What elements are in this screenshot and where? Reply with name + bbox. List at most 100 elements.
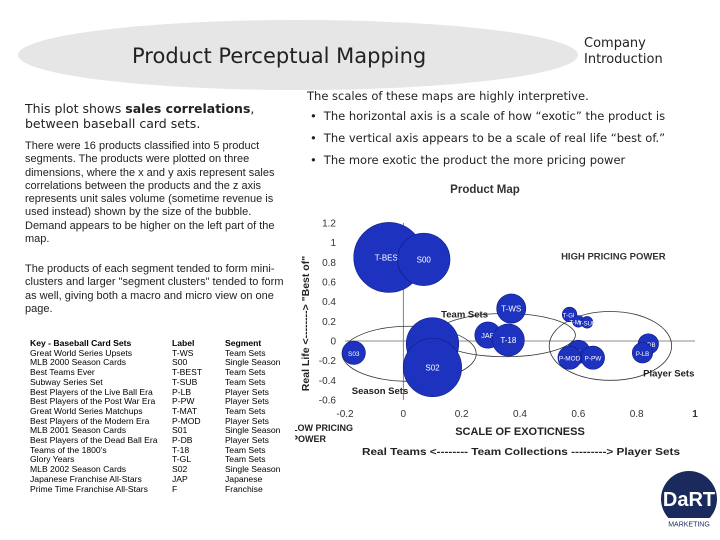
key-cell: Japanese (225, 473, 263, 484)
key-cell: Single Season (225, 464, 281, 475)
bubble-label: T-18 (500, 336, 517, 345)
y-tick-label: 0 (330, 337, 336, 348)
key-cell: Best Players of the Live Ball Era (30, 386, 153, 397)
x-tick-label: 0 (401, 409, 407, 420)
cluster-label-season: Season Sets (352, 386, 409, 397)
key-cell: Franchise (225, 483, 263, 494)
key-cell: MLB 2000 Season Cards (30, 357, 127, 368)
y-tick-label: 0.4 (322, 297, 336, 308)
bubble-label: P-LB (636, 352, 649, 358)
cluster-label-player: Player Sets (643, 368, 694, 379)
key-cell: P-MOD (172, 415, 201, 426)
y-tick-label: 1.2 (322, 219, 336, 230)
bubble-t-18 (491, 323, 525, 357)
x-tick-label: -0.2 (336, 409, 354, 420)
key-cell: Best Teams Ever (30, 367, 95, 378)
bubble-p-pw (580, 345, 605, 370)
logo-bottom-text: MARKETING (668, 522, 710, 529)
x-tick-label: 0.4 (513, 409, 527, 420)
y-tick-label: -0.2 (319, 356, 337, 367)
key-cell: Team Sets (225, 376, 266, 387)
table-row: MLB 2000 Season Cards S00 Single Season (30, 358, 280, 368)
bullet-item: The horizontal axis is a scale of how “e… (310, 109, 665, 131)
table-row: MLB 2001 Season Cards S01 Single Season (30, 426, 280, 436)
key-cell: JAP (172, 473, 188, 484)
logo-top-text: DaRT (663, 489, 715, 511)
key-cell: Great World Series Upsets (30, 347, 133, 358)
key-cell: Great World Series Matchups (30, 405, 143, 416)
intro-post: , between baseball card sets. (25, 101, 255, 131)
bullet-item: The vertical axis appears to be a scale … (310, 131, 665, 153)
y-tick-label: -0.4 (319, 376, 337, 387)
bubble-label: T-MAT (570, 320, 588, 326)
key-cell: Team Sets (225, 454, 266, 465)
key-cell: T-SUB (172, 376, 198, 387)
bubble-label: T-BEST (375, 253, 403, 262)
y-tick-label: 0.6 (322, 278, 336, 289)
key-cell: Player Sets (225, 386, 269, 397)
table-row: Teams of the 1800's T-18 Team Sets (30, 444, 280, 456)
key-cell: T-BEST (172, 367, 203, 378)
dart-marketing-logo: DaRT MARKETING (661, 471, 717, 529)
cluster-label-team: Team Sets (441, 309, 488, 320)
key-cell: S01 (172, 425, 188, 436)
key-cell: T-GL (172, 454, 192, 465)
key-cell: Glory Years (30, 454, 75, 465)
key-cell: Best Players of the Modern Era (30, 415, 150, 426)
table-row: Subway Series Set T-SUB Team Sets (30, 376, 280, 388)
product-map-chart: Product Map 1.2 1 0.8 0.6 0.4 0.2 0 -0.2 -0.4 -0.6… (295, 184, 698, 458)
low-pricing-annotation: LOW PRICING (295, 423, 353, 433)
key-cell: T-18 (172, 444, 190, 455)
high-pricing-annotation: HIGH PRICING POWER (561, 251, 666, 262)
intro-text: This plot shows sales correlations, betw… (25, 101, 285, 131)
scales-note: The scales of these maps are highly inte… (307, 89, 589, 103)
x-tick-label: 0.2 (455, 409, 469, 420)
player-sets-ring (548, 311, 673, 381)
x-tick-label: 0.6 (571, 409, 585, 420)
key-cell: Single Season (225, 425, 281, 436)
table-row: Best Players of the Post War Era P-PW Play… (30, 397, 280, 407)
company-introduction: Company Introduction (584, 36, 663, 68)
cluster-paragraph: The products of each segment tended to f… (25, 263, 284, 315)
key-table: Key - Baseball Card Sets Label Segment Gre… (30, 338, 281, 495)
bullet-list: The horizontal axis is a scale of how “e… (310, 109, 665, 175)
bubble-label: S00 (417, 255, 432, 264)
key-cell: Team Sets (225, 367, 266, 378)
intro-pre: This plot shows (25, 101, 126, 116)
key-cell: F (172, 483, 178, 494)
key-cell: Team Sets (225, 444, 266, 455)
company-line-1: Company (584, 36, 646, 51)
company-line-2: Introduction (584, 52, 663, 67)
table-row: Prime Time Franchise All-Stars F Franchise (30, 483, 280, 495)
key-cell: Team Sets (225, 347, 266, 358)
table-row: Best Teams Ever T-BEST Team Sets (30, 367, 280, 378)
bubble-label: T-WS (501, 305, 521, 314)
bubble-p-lb (631, 342, 654, 364)
intro-bold: sales correlations (125, 101, 251, 116)
bubble-s00 (397, 232, 451, 286)
table-row: Great World Series Upsets T-WS Team Sets (30, 347, 280, 359)
key-header-1: Key - Baseball Card Sets (30, 338, 132, 348)
y-tick-label: -0.6 (319, 396, 337, 407)
table-row: Japanese Franchise All-Stars JAP Japanese (30, 473, 280, 485)
x-axis-label-2: Real Teams <-------- Team Collections --… (362, 446, 680, 458)
bubble-label: P-MOD (559, 356, 581, 363)
bubble-label: T-GL (563, 313, 577, 319)
key-cell: P-LB (172, 386, 192, 397)
key-cell: Best Players of the Post War Era (30, 396, 156, 407)
bubble-t-ws (496, 293, 527, 324)
y-tick-label: 0.8 (322, 258, 336, 269)
key-cell: P-DB (172, 435, 193, 446)
key-header-3: Segment (225, 338, 262, 348)
key-header-2: Label (172, 338, 195, 348)
page-title: Product Perceptual Mapping (132, 44, 427, 68)
table-row: Best Players of the Live Ball Era P-LB Pla… (30, 386, 280, 398)
low-pricing-annotation-2: POWER (295, 434, 327, 444)
bubble-label: P-PW (585, 356, 603, 363)
key-cell: S00 (172, 357, 188, 368)
bubble-s03 (341, 340, 366, 365)
key-cell: Player Sets (225, 415, 269, 426)
y-tick-label: 1 (330, 238, 336, 249)
bubble-label: S02 (425, 364, 440, 373)
key-cell: T-MAT (172, 405, 198, 416)
